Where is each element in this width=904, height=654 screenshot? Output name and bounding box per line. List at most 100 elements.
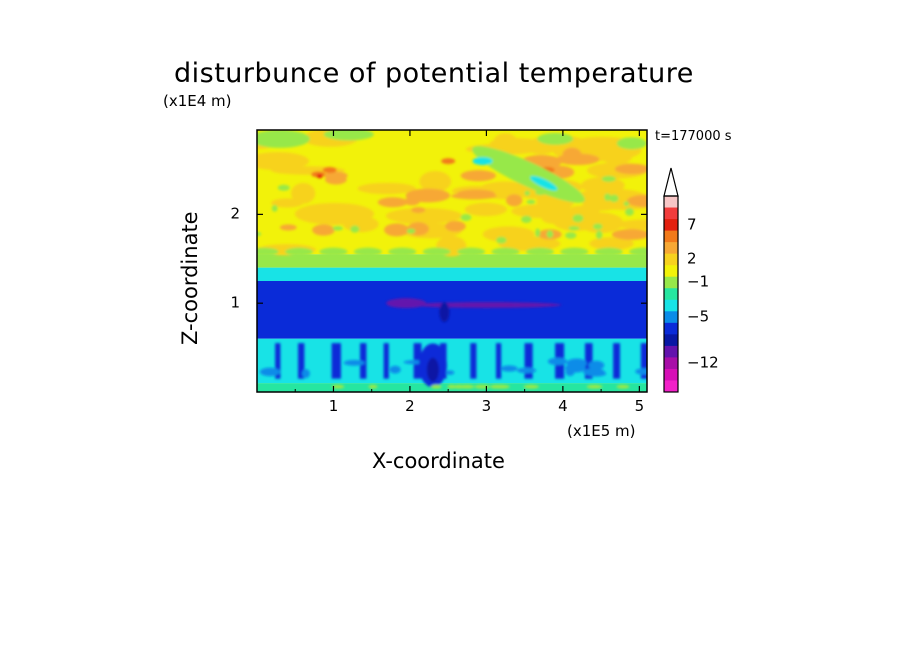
colorbar-swatch [664,253,678,266]
field-blob [426,357,439,382]
field-blob [411,301,562,308]
field-blob [285,247,314,256]
field-blob [271,204,278,212]
field-blob [526,199,536,205]
colorbar [663,167,679,393]
field-blob [383,343,389,379]
field-blob [616,137,647,150]
field-blob [324,174,347,185]
field-blobs [257,130,647,389]
field-blob [595,230,603,240]
field-blob [525,247,554,256]
colorbar-swatch [664,207,678,220]
field-blob [384,223,410,237]
colorbar-swatch [664,311,678,324]
colorbar-swatch [664,276,678,289]
colorbar-swatch [664,345,678,358]
field-blob [360,343,367,379]
colorbar-label: 7 [687,215,697,234]
colorbar-swatch [664,368,678,381]
field-blob [614,163,647,175]
field-blob [441,158,456,165]
field-blob [322,166,337,173]
field-blob [350,225,360,233]
y-tick-label: 2 [230,204,240,223]
field-blob [405,188,451,203]
colorbar-swatch [664,380,678,393]
field-blob [257,247,279,256]
field-blob [332,226,343,231]
field-blob [640,343,647,379]
field-blob [560,247,589,256]
field-blob [453,384,465,389]
field-blob [291,183,316,204]
field-blob [472,157,493,166]
field-blob [500,365,518,372]
field-blob [629,247,647,256]
field-blob [601,175,616,182]
colorbar-swatch [664,322,678,335]
field-blob [511,204,576,219]
time-label: t=177000 s [655,129,732,144]
field-blob [524,190,530,196]
colorbar-frame [663,195,679,393]
field-blob [611,229,647,240]
field-blob [537,132,574,145]
field-blob [625,207,634,216]
field-blob [584,343,593,379]
field-blob [419,170,452,192]
field-blob [275,343,281,379]
field-blob [490,384,503,389]
field-blob [474,384,491,389]
field-blob [301,369,310,379]
field-blob [592,223,603,230]
field-blob [316,174,323,179]
field-blob [594,247,623,256]
field-blob [586,384,603,389]
field-blob [589,237,634,250]
colorbar-swatch [664,299,678,312]
field-blob [460,170,496,182]
field-blob [562,147,582,162]
field-blob [445,370,455,375]
field-blob [470,343,477,379]
colorbar-swatch [664,288,678,301]
colorbar-swatch [664,357,678,370]
field-blob [609,194,619,203]
field-blob [588,360,605,370]
field-blob [422,247,451,256]
field-band [257,280,647,339]
field-blob [331,343,341,379]
field-blob [323,130,374,141]
field-blob [406,228,416,234]
plot-frame [256,129,648,393]
field-blob [565,232,577,239]
field-blob [524,343,533,379]
field-blob [530,175,558,191]
field-blob [616,384,630,389]
x-tick-label: 1 [328,397,339,415]
field-blob [331,384,345,389]
field-blob [578,212,624,234]
colorbar-label: −1 [687,272,710,291]
field-blob [294,202,375,225]
field-band [257,254,647,268]
field-blob [626,194,647,208]
field-blob [357,182,416,195]
field-blob [411,207,426,214]
field-blob [506,194,523,207]
chart-title: disturbunce of potential temperature [174,58,694,89]
field-blob [547,357,568,366]
field-blob [568,226,580,231]
field-blob [377,197,408,208]
field-band [257,267,647,281]
x-tick-label: 5 [634,397,645,415]
field-blob [613,343,621,379]
y-tick-label: 1 [230,293,240,312]
field-blob [521,215,532,223]
x-tick-label: 2 [405,397,415,415]
field-blob [516,367,537,374]
field-blob [445,220,466,232]
field-blob [439,302,450,323]
colorbar-swatch [664,265,678,278]
